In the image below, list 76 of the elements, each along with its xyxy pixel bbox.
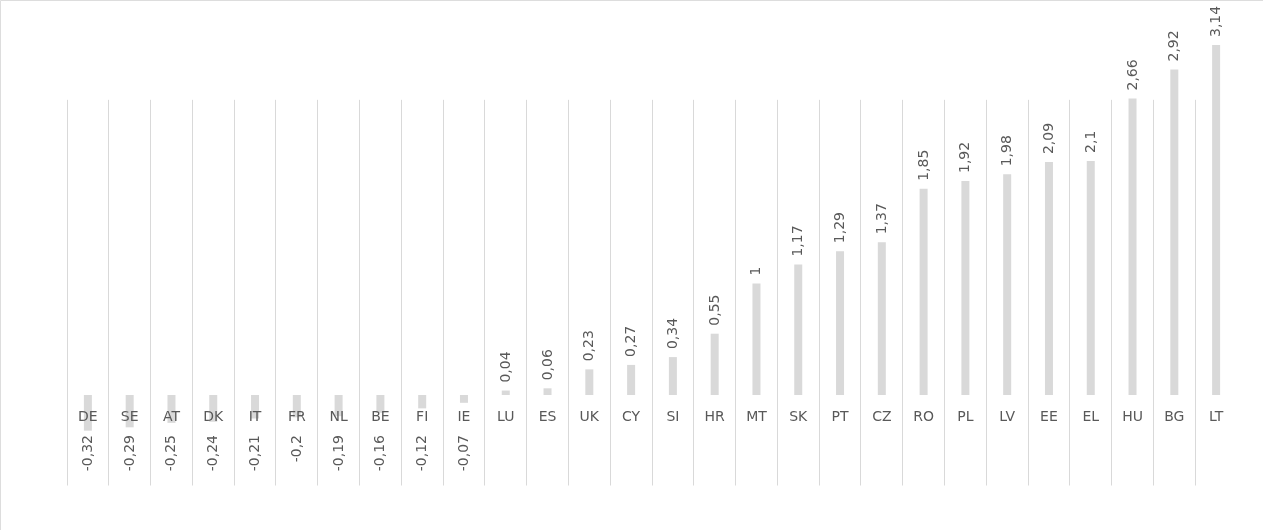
data-label: 0,06 (538, 349, 555, 381)
x-tick-label: LU (497, 408, 515, 424)
bar (459, 395, 468, 403)
bar (1044, 162, 1053, 395)
data-label: 2,1 (1081, 130, 1098, 153)
x-tick-label: CZ (872, 408, 892, 424)
data-label: -0,2 (287, 435, 304, 463)
data-label: 1,98 (998, 135, 1015, 167)
bar (919, 188, 928, 395)
bar (1003, 174, 1012, 395)
bar (1212, 45, 1221, 395)
x-tick-label: FR (287, 408, 306, 424)
data-label: -0,32 (78, 435, 95, 472)
data-label: 2,09 (1039, 122, 1056, 155)
bar (752, 283, 761, 395)
data-label: -0,21 (246, 435, 263, 472)
data-label: 0,55 (705, 294, 722, 326)
bar (627, 364, 636, 395)
x-tick-label: UK (579, 408, 600, 424)
data-label: -0,16 (371, 434, 388, 472)
x-tick-label: DE (78, 408, 98, 424)
bar (1128, 98, 1137, 395)
data-label: 0,27 (622, 325, 639, 357)
x-tick-label: SK (789, 408, 809, 424)
data-label: -0,25 (162, 435, 179, 472)
x-tick-label: EE (1040, 408, 1058, 424)
x-tick-label: HU (1122, 408, 1143, 424)
bar (836, 251, 845, 395)
x-tick-label: LT (1208, 408, 1224, 424)
data-label: -0,29 (120, 435, 137, 472)
bar (668, 357, 677, 395)
data-label: 0,04 (496, 351, 513, 383)
x-tick-label: SE (120, 408, 139, 424)
bar (877, 242, 886, 395)
x-tick-label: PL (957, 408, 974, 424)
x-tick-label: RO (913, 408, 934, 424)
data-label: 2,92 (1165, 30, 1182, 62)
x-tick-label: BE (371, 408, 390, 424)
x-tick-label: DK (203, 408, 225, 424)
x-tick-label: NL (329, 408, 348, 424)
bar (418, 395, 427, 409)
data-label: 1,17 (789, 225, 806, 257)
bar (794, 264, 803, 395)
bar (710, 333, 719, 395)
x-tick-label: PT (831, 408, 849, 424)
x-tick-label: FI (416, 408, 429, 424)
x-tick-label: SI (666, 408, 680, 424)
x-tick-label: MT (746, 408, 768, 424)
data-label: -0,07 (454, 435, 471, 472)
x-tick-label: EL (1082, 408, 1100, 424)
x-tick-label: LV (999, 408, 1016, 424)
data-label: 1 (747, 266, 764, 276)
bar (543, 388, 552, 395)
x-tick-label: ES (538, 408, 557, 424)
data-label: 3,14 (1207, 5, 1224, 37)
data-label: 1,92 (956, 141, 973, 173)
bar (1086, 160, 1095, 395)
data-label: 1,85 (914, 149, 931, 181)
bar (585, 369, 594, 395)
data-label: 2,66 (1123, 59, 1140, 91)
bar (1170, 69, 1179, 395)
x-tick-label: BG (1164, 408, 1185, 424)
bar (961, 180, 970, 395)
x-tick-label: HR (704, 408, 726, 424)
data-label: 0,34 (663, 317, 680, 350)
data-label: 1,29 (831, 212, 848, 244)
x-tick-label: AT (162, 408, 181, 424)
x-tick-label: IE (457, 408, 471, 424)
data-label: -0,12 (413, 435, 430, 472)
data-label: 0,23 (580, 330, 597, 362)
x-tick-label: IT (248, 408, 262, 424)
x-tick-label: CY (622, 408, 641, 424)
data-label: -0,24 (204, 434, 221, 472)
data-label: -0,19 (329, 435, 346, 472)
data-label: 1,37 (872, 203, 889, 235)
bar (376, 395, 385, 413)
